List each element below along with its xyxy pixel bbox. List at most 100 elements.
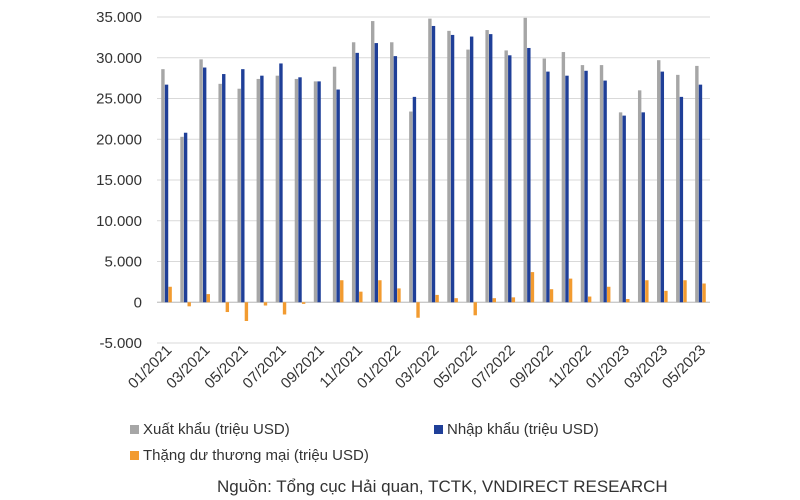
bar-export xyxy=(561,52,566,303)
bar-export xyxy=(180,136,184,303)
bar-import xyxy=(565,75,569,303)
bar-import xyxy=(431,25,436,303)
bar-export xyxy=(313,81,318,303)
bar-surplus xyxy=(282,302,287,315)
bar-surplus xyxy=(587,296,592,303)
bar-surplus xyxy=(225,302,230,313)
bar-export xyxy=(428,18,432,303)
bar-import xyxy=(489,34,493,303)
bar-surplus xyxy=(568,278,573,303)
bar-surplus xyxy=(702,283,706,303)
legend-swatch-import xyxy=(434,425,443,434)
legend-label-import: Nhập khẩu (triệu USD) xyxy=(447,421,599,438)
bar-export xyxy=(218,83,222,303)
legend-swatch-export xyxy=(130,425,139,434)
source-note: Nguồn: Tổng cục Hải quan, TCTK, VNDIRECT… xyxy=(217,477,668,496)
bar-surplus xyxy=(530,272,535,303)
legend-label-surplus: Thặng dư thương mại (triệu USD) xyxy=(143,447,369,464)
bar-export xyxy=(256,78,260,303)
bar-export xyxy=(542,58,547,303)
bar-surplus xyxy=(607,286,611,303)
bar-export xyxy=(676,74,680,303)
y-tick-label: 15.000 xyxy=(96,172,142,189)
bar-export xyxy=(294,78,299,303)
bar-surplus xyxy=(626,298,630,303)
bar-surplus xyxy=(416,302,420,318)
bar-export xyxy=(466,49,470,303)
bar-export xyxy=(599,65,604,303)
bar-export xyxy=(161,69,165,303)
bar-surplus xyxy=(378,280,382,303)
bar-surplus xyxy=(187,302,191,307)
bar-surplus xyxy=(511,297,516,303)
bar-import xyxy=(527,47,531,303)
y-tick-label: 30.000 xyxy=(96,50,142,67)
bar-import xyxy=(202,67,207,303)
bar-import xyxy=(679,96,684,303)
bar-export xyxy=(657,60,661,303)
y-axis-ticks: -5.000 0 5.000 10.000 15.000 20.000 25.000 30.0… xyxy=(96,9,142,352)
bar-import xyxy=(450,34,455,303)
bar-import xyxy=(279,63,283,303)
bar-import xyxy=(546,71,550,303)
y-tick-label: 35.000 xyxy=(96,9,142,26)
y-tick-label: 5.000 xyxy=(104,254,142,271)
bar-export xyxy=(504,50,508,303)
bar-surplus xyxy=(549,289,554,303)
bar-export xyxy=(237,88,241,303)
bar-export xyxy=(390,42,394,303)
bar-surplus xyxy=(492,298,497,303)
legend-label-export: Xuất khẩu (triệu USD) xyxy=(143,421,290,438)
bar-import xyxy=(469,36,474,303)
bar-export xyxy=(332,66,337,303)
bar-surplus xyxy=(206,294,210,303)
bar-surplus xyxy=(683,280,687,303)
y-tick-label: 20.000 xyxy=(96,131,142,148)
bar-surplus xyxy=(244,302,249,321)
bar-surplus xyxy=(301,302,306,304)
bar-import xyxy=(317,81,321,303)
bar-import xyxy=(164,84,169,303)
bar-import xyxy=(222,74,226,303)
y-tick-label: -5.000 xyxy=(99,335,142,352)
bar-export xyxy=(485,30,489,303)
bar-import xyxy=(336,89,340,303)
bar-import xyxy=(412,96,417,303)
y-tick-label: 10.000 xyxy=(96,213,142,230)
bar-export xyxy=(618,112,623,303)
bar-surplus xyxy=(397,288,401,303)
bar-export xyxy=(447,30,451,303)
bar-export xyxy=(409,111,413,303)
bar-surplus xyxy=(340,280,344,303)
bar-export xyxy=(370,21,375,303)
legend-swatch-surplus xyxy=(130,451,139,460)
bar-surplus xyxy=(435,294,439,303)
y-tick-label: 0 xyxy=(134,294,142,311)
bar-import xyxy=(698,84,703,303)
bar-export xyxy=(351,42,356,303)
bar-surplus xyxy=(168,286,172,303)
y-tick-label: 25.000 xyxy=(96,91,142,108)
bar-surplus xyxy=(263,302,268,306)
bar-import xyxy=(603,80,607,303)
x-axis-ticks: 01/202103/202105/202107/202109/202111/20… xyxy=(125,342,709,392)
bar-import xyxy=(241,69,245,303)
bar-import xyxy=(355,52,359,303)
bar-export xyxy=(523,17,527,303)
bar-import xyxy=(393,56,398,303)
bar-import xyxy=(508,55,512,303)
bar-import xyxy=(183,132,188,303)
bar-export xyxy=(695,65,699,303)
bar-export xyxy=(199,59,203,303)
bar-surplus xyxy=(473,302,477,316)
bar-surplus xyxy=(664,290,668,303)
bar-export xyxy=(637,90,642,303)
bar-import xyxy=(298,77,302,303)
bar-surplus xyxy=(454,298,458,303)
bar-import xyxy=(641,112,645,303)
bar-import xyxy=(374,43,378,303)
bar-surplus xyxy=(645,280,649,303)
bar-import xyxy=(622,115,626,303)
bar-import xyxy=(660,71,665,303)
